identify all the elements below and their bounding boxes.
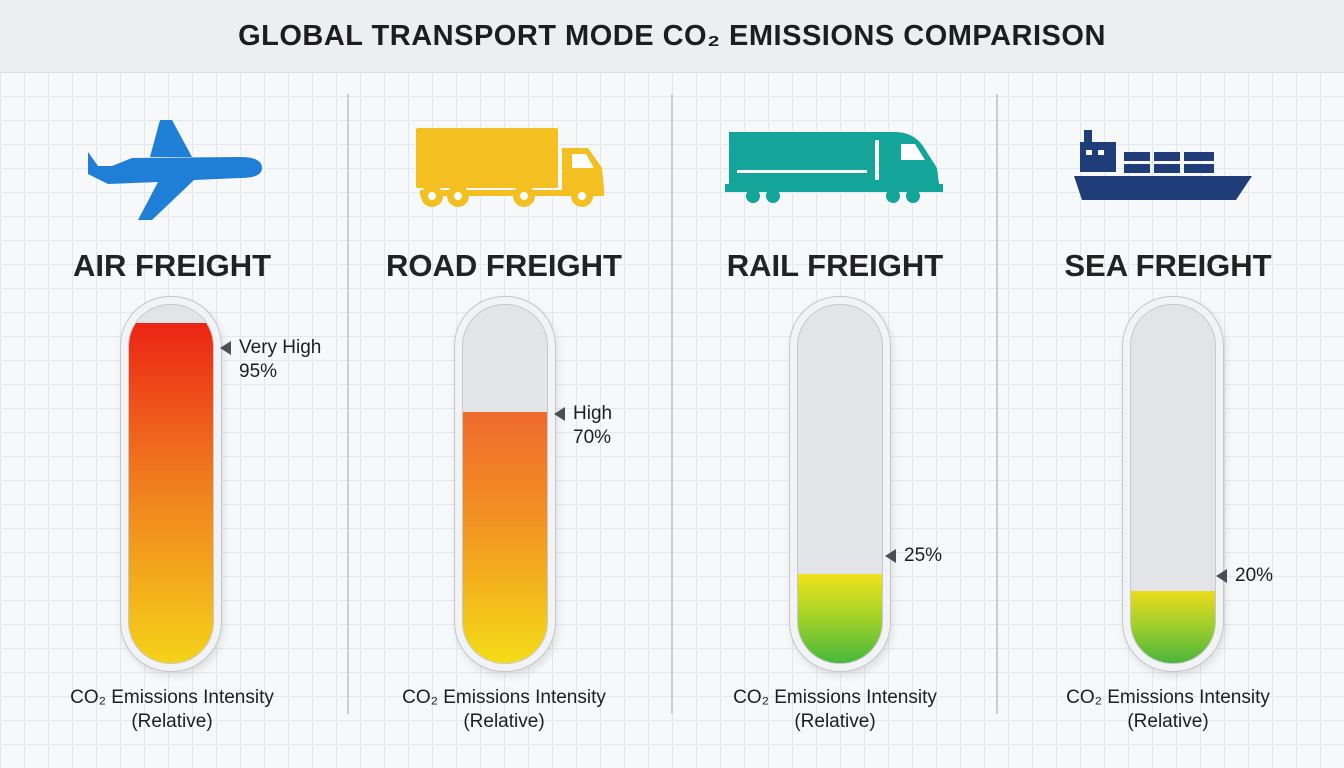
mode-label: RAIL FREIGHT bbox=[726, 248, 944, 283]
airplane-shape bbox=[88, 120, 262, 220]
panel-road-freight: ROAD FREIGHT High 70% CO₂ Emissions Inte… bbox=[336, 72, 672, 768]
panel-sea-freight: SEA FREIGHT 20% CO₂ Emissions Intensity … bbox=[1000, 72, 1336, 768]
level-label: High bbox=[573, 403, 613, 424]
value-pointer: 25% bbox=[885, 544, 942, 568]
truck-icon bbox=[416, 128, 604, 207]
caption-line: (Relative) bbox=[463, 711, 545, 732]
value-label: 25% bbox=[904, 545, 943, 566]
pointer-arrow bbox=[554, 407, 565, 421]
mode-label: AIR FREIGHT bbox=[72, 248, 272, 283]
caption-line: (Relative) bbox=[131, 711, 213, 732]
caption-line: (Relative) bbox=[1127, 711, 1209, 732]
axis-caption: CO₂ Emissions Intensity (Relative) bbox=[1000, 686, 1336, 734]
level-label: Very High bbox=[239, 337, 322, 358]
caption-line: CO₂ Emissions Intensity bbox=[70, 687, 274, 708]
emission-fill bbox=[798, 573, 882, 663]
emission-tube bbox=[462, 304, 548, 664]
ship-shape bbox=[1074, 130, 1252, 200]
divider bbox=[347, 94, 349, 714]
header: GLOBAL TRANSPORT MODE CO₂ EMISSIONS COMP… bbox=[0, 0, 1344, 73]
emission-tube bbox=[797, 304, 883, 664]
caption-line: CO₂ Emissions Intensity bbox=[402, 687, 606, 708]
train-icon bbox=[725, 132, 943, 203]
caption-line: CO₂ Emissions Intensity bbox=[1066, 687, 1270, 708]
panel-air-freight: AIR FREIGHT Very High 95% CO₂ Emissions … bbox=[4, 72, 340, 768]
emission-tube bbox=[128, 304, 214, 664]
value-label: 95% bbox=[239, 361, 278, 382]
emission-fill bbox=[463, 412, 547, 663]
value-pointer: High 70% bbox=[554, 402, 612, 450]
divider bbox=[996, 94, 998, 714]
emission-tube bbox=[1130, 304, 1216, 664]
value-label: 70% bbox=[573, 427, 612, 448]
pointer-arrow bbox=[220, 341, 231, 355]
value-label: 20% bbox=[1235, 565, 1274, 586]
mode-label: ROAD FREIGHT bbox=[386, 248, 622, 283]
panel-rail-freight: RAIL FREIGHT 25% CO₂ Emissions Intensity… bbox=[667, 72, 1003, 768]
value-pointer: 20% bbox=[1216, 564, 1273, 588]
chart-title: GLOBAL TRANSPORT MODE CO₂ EMISSIONS COMP… bbox=[238, 19, 1106, 52]
pointer-arrow bbox=[1216, 569, 1227, 583]
mode-label: SEA FREIGHT bbox=[1064, 248, 1272, 283]
emission-fill bbox=[129, 322, 213, 663]
axis-caption: CO₂ Emissions Intensity (Relative) bbox=[4, 686, 340, 734]
value-pointer: Very High 95% bbox=[220, 336, 321, 384]
train-shape bbox=[725, 132, 943, 203]
airplane-icon bbox=[88, 120, 262, 220]
axis-caption: CO₂ Emissions Intensity (Relative) bbox=[667, 686, 1003, 734]
caption-line: CO₂ Emissions Intensity bbox=[733, 687, 937, 708]
axis-caption: CO₂ Emissions Intensity (Relative) bbox=[336, 686, 672, 734]
emission-fill bbox=[1131, 591, 1215, 663]
ship-icon bbox=[1074, 130, 1252, 200]
caption-line: (Relative) bbox=[794, 711, 876, 732]
pointer-arrow bbox=[885, 549, 896, 563]
divider bbox=[671, 94, 673, 714]
